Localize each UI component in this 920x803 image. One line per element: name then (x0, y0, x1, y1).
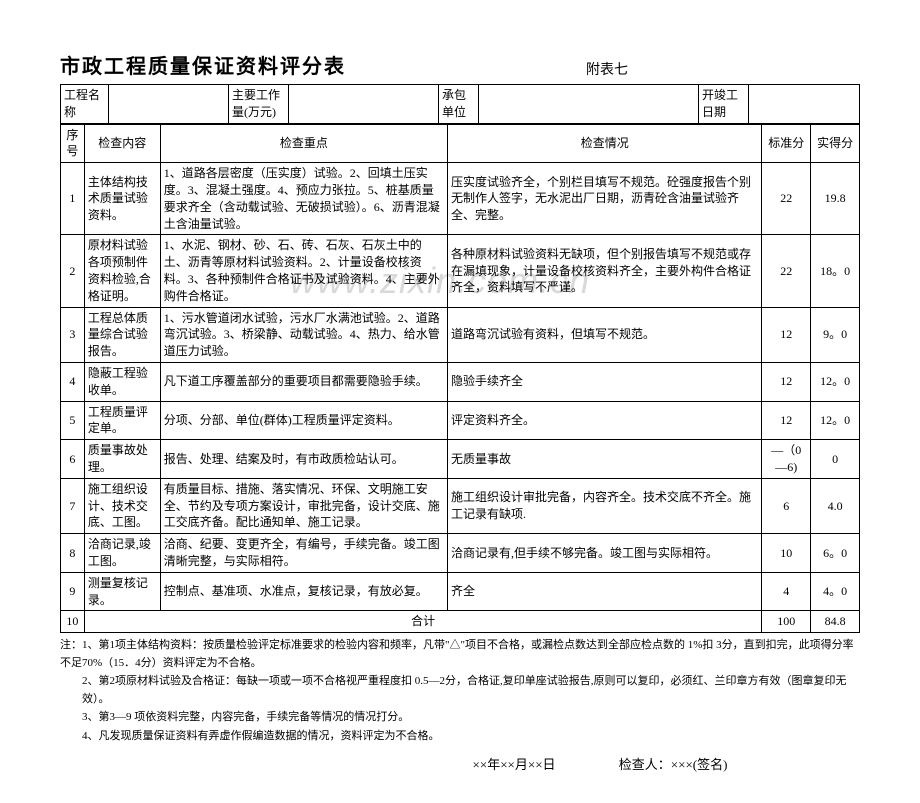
cell-item: 洽商记录,竣工图。 (84, 534, 160, 573)
th-focus: 检查重点 (160, 124, 447, 163)
cell-item: 测量复核记录。 (84, 572, 160, 611)
cell-seq: 2 (61, 235, 85, 307)
main-title: 市政工程质量保证资料评分表 (60, 50, 346, 79)
cell-item: 隐蔽工程验收单。 (84, 362, 160, 401)
cell-std: 22 (762, 163, 811, 235)
cell-focus: 洽商、纪要、变更齐全，有编号，手续完备。竣工图清晰完整，与实际相符。 (160, 534, 447, 573)
total-label: 合计 (84, 611, 762, 633)
footer-date: ××年××月××日 (473, 754, 556, 773)
th-seq: 序号 (61, 124, 85, 163)
cell-item: 工程质量评定单。 (84, 401, 160, 440)
cell-seq: 6 (61, 440, 85, 479)
cell-std: 12 (762, 307, 811, 362)
total-std: 100 (762, 611, 811, 633)
cell-seq: 7 (61, 478, 85, 533)
cell-std: 12 (762, 401, 811, 440)
cell-act: 12。0 (811, 401, 860, 440)
total-row: 10 合计 100 84.8 (61, 611, 860, 633)
cell-focus: 1、道路各层密度（压实度）试验。2、回填土压实度。3、混凝土强度。4、预应力张拉… (160, 163, 447, 235)
note-3: 3、第3—9 项依资料完整，内容完备，手续完备等情况的情况打分。 (60, 709, 860, 727)
hdr-contractor-value (479, 85, 699, 124)
cell-situation: 各种原材料试验资料无缺项，但个别报告填写不规范或存在漏填现象，计量设备校核资料齐… (448, 235, 762, 307)
cell-focus: 1、污水管道闭水试验，污水厂水满池试验。2、道路弯沉试验。3、桥梁静、动载试验。… (160, 307, 447, 362)
cell-item: 施工组织设计、技术交底、工图。 (84, 478, 160, 533)
cell-seq: 1 (61, 163, 85, 235)
cell-focus: 报告、处理、结案及时，有市政质检站认可。 (160, 440, 447, 479)
cell-act: 18。0 (811, 235, 860, 307)
th-act: 实得分 (811, 124, 860, 163)
total-act: 84.8 (811, 611, 860, 633)
cell-situation: 道路弯沉试验有资料，但填写不规范。 (448, 307, 762, 362)
th-item: 检查内容 (84, 124, 160, 163)
cell-act: 4。0 (811, 572, 860, 611)
hdr-project-name-label: 工程名称 (61, 85, 109, 124)
th-situation: 检查情况 (448, 124, 762, 163)
hdr-date-label: 开竣工日期 (699, 85, 749, 124)
notes-block: 注：1、第1项主体结构资料：按质量检验评定标准要求的检验内容和频率，凡带"△"项… (60, 637, 860, 746)
document-content: 市政工程质量保证资料评分表 附表七 工程名称 主要工作量(万元) 承包单位 开竣… (60, 50, 860, 773)
hdr-work-amount-value (289, 85, 439, 124)
table-row: 4隐蔽工程验收单。凡下道工序覆盖部分的重要项目都需要隐验手续。隐验手续齐全121… (61, 362, 860, 401)
note-1: 1、第1项主体结构资料：按质量检验评定标准要求的检验内容和频率，凡带"△"项目不… (60, 639, 854, 669)
cell-situation: 施工组织设计审批完备，内容齐全。技术交底不齐全。施工记录有缺项. (448, 478, 762, 533)
cell-focus: 控制点、基准项、水准点，复核记录，有放必复。 (160, 572, 447, 611)
cell-std: 4 (762, 572, 811, 611)
title-row: 市政工程质量保证资料评分表 附表七 (60, 50, 860, 79)
cell-seq: 3 (61, 307, 85, 362)
hdr-date-value (749, 85, 860, 124)
cell-item: 主体结构技术质量试验资料。 (84, 163, 160, 235)
cell-item: 原材料试验各项预制件资料检验,合格证明。 (84, 235, 160, 307)
cell-act: 19.8 (811, 163, 860, 235)
cell-seq: 8 (61, 534, 85, 573)
appendix-label: 附表七 (586, 59, 628, 79)
table-row: 8洽商记录,竣工图。洽商、纪要、变更齐全，有编号，手续完备。竣工图清晰完整，与实… (61, 534, 860, 573)
cell-seq: 4 (61, 362, 85, 401)
hdr-contractor-label: 承包单位 (439, 85, 479, 124)
cell-std: —（0—6) (762, 440, 811, 479)
footer-line: ××年××月××日 检查人：×××(签名) (60, 754, 860, 773)
table-row: 2原材料试验各项预制件资料检验,合格证明。1、水泥、钢材、砂、石、砖、石灰、石灰… (61, 235, 860, 307)
table-row: 1主体结构技术质量试验资料。1、道路各层密度（压实度）试验。2、回填土压实度。3… (61, 163, 860, 235)
total-seq: 10 (61, 611, 85, 633)
cell-focus: 凡下道工序覆盖部分的重要项目都需要隐验手续。 (160, 362, 447, 401)
cell-act: 0 (811, 440, 860, 479)
table-row: 6质量事故处理。报告、处理、结案及时，有市政质检站认可。无质量事故—（0—6)0 (61, 440, 860, 479)
table-row: 5工程质量评定单。分项、分部、单位(群体)工程质量评定资料。评定资料齐全。121… (61, 401, 860, 440)
table-row: 3工程总体质量综合试验报告。1、污水管道闭水试验，污水厂水满池试验。2、道路弯沉… (61, 307, 860, 362)
cell-focus: 有质量目标、措施、落实情况、环保、文明施工安全、节约及专项方案设计，审批完备，设… (160, 478, 447, 533)
cell-item: 工程总体质量综合试验报告。 (84, 307, 160, 362)
cell-situation: 隐验手续齐全 (448, 362, 762, 401)
note-2: 2、第2项原材料试验及合格证：每缺一项或一项不合格视严重程度扣 0.5—2分，合… (60, 673, 860, 708)
cell-act: 4.0 (811, 478, 860, 533)
th-std: 标准分 (762, 124, 811, 163)
cell-seq: 9 (61, 572, 85, 611)
cell-std: 12 (762, 362, 811, 401)
hdr-work-amount-label: 主要工作量(万元) (229, 85, 289, 124)
cell-situation: 压实度试验齐全，个别栏目填写不规范。砼强度报告个别无制作人签字，无水泥出厂日期，… (448, 163, 762, 235)
cell-item: 质量事故处理。 (84, 440, 160, 479)
main-table: 序号 检查内容 检查重点 检查情况 标准分 实得分 1主体结构技术质量试验资料。… (60, 124, 860, 634)
cell-focus: 分项、分部、单位(群体)工程质量评定资料。 (160, 401, 447, 440)
cell-situation: 评定资料齐全。 (448, 401, 762, 440)
note-4: 4、凡发现质量保证资料有弄虚作假编造数据的情况，资料评定为不合格。 (60, 728, 860, 746)
cell-std: 10 (762, 534, 811, 573)
cell-situation: 齐全 (448, 572, 762, 611)
cell-situation: 洽商记录有,但手续不够完备。竣工图与实际相符。 (448, 534, 762, 573)
footer-inspector-value: ×××(签名) (671, 754, 728, 773)
cell-std: 22 (762, 235, 811, 307)
cell-focus: 1、水泥、钢材、砂、石、砖、石灰、石灰土中的土、沥青等原材料试验资料。2、计量设… (160, 235, 447, 307)
cell-act: 12。0 (811, 362, 860, 401)
hdr-project-name-value (109, 85, 229, 124)
cell-std: 6 (762, 478, 811, 533)
table-row: 7施工组织设计、技术交底、工图。有质量目标、措施、落实情况、环保、文明施工安全、… (61, 478, 860, 533)
cell-act: 6。0 (811, 534, 860, 573)
table-header-row: 序号 检查内容 检查重点 检查情况 标准分 实得分 (61, 124, 860, 163)
table-row: 9测量复核记录。控制点、基准项、水准点，复核记录，有放必复。齐全44。0 (61, 572, 860, 611)
cell-act: 9。0 (811, 307, 860, 362)
cell-seq: 5 (61, 401, 85, 440)
header-table: 工程名称 主要工作量(万元) 承包单位 开竣工日期 (60, 84, 860, 124)
notes-prefix: 注： (60, 639, 82, 651)
footer-inspector-label: 检查人： (619, 754, 671, 773)
cell-situation: 无质量事故 (448, 440, 762, 479)
